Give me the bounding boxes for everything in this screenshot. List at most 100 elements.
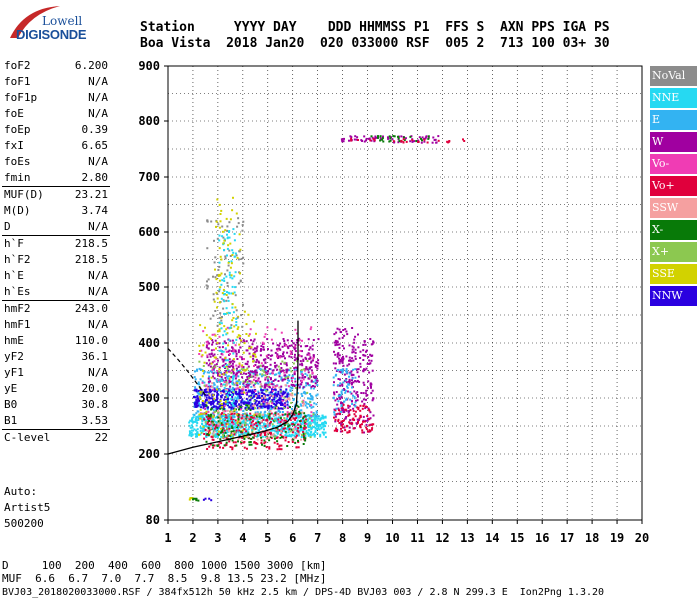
echo-point: [346, 364, 349, 367]
echo-point: [264, 388, 267, 391]
echo-point: [267, 370, 270, 373]
echo-point: [204, 428, 207, 431]
echo-point: [243, 358, 245, 361]
echo-point: [208, 336, 211, 339]
echo-point: [342, 140, 345, 143]
y-tick-label: 400: [138, 336, 160, 350]
echo-point: [351, 403, 354, 405]
echo-point: [343, 373, 346, 376]
echo-point: [307, 418, 310, 421]
echo-point: [319, 433, 322, 436]
echo-point: [283, 378, 286, 381]
echo-point: [241, 229, 244, 232]
echo-point: [306, 424, 309, 427]
echo-point: [261, 369, 264, 372]
echo-point: [251, 370, 254, 373]
x-tick-label: 8: [339, 531, 346, 545]
echo-point: [290, 401, 293, 404]
echo-point: [219, 356, 222, 359]
echo-point: [196, 405, 199, 408]
echo-point: [223, 238, 226, 241]
echo-point: [198, 405, 201, 408]
echo-point: [312, 418, 315, 421]
echo-point: [205, 362, 208, 365]
echo-point: [250, 416, 253, 418]
profile-extrapolation: [167, 348, 206, 396]
param-value: 36.1: [81, 350, 109, 363]
echo-point: [235, 375, 238, 378]
echo-point: [359, 423, 362, 426]
echo-point: [369, 338, 372, 340]
echo-point: [262, 405, 265, 408]
echo-point: [213, 360, 216, 363]
echo-point: [234, 400, 237, 403]
echo-point: [282, 338, 285, 340]
x-tick-label: 11: [410, 531, 424, 545]
echo-point: [234, 349, 237, 352]
echo-point: [289, 386, 292, 389]
echo-point: [312, 387, 315, 390]
echo-point: [223, 386, 226, 389]
echo-point: [301, 350, 303, 353]
echo-point: [220, 209, 223, 212]
echo-point: [234, 419, 237, 422]
echo-point: [233, 405, 236, 407]
echo-point: [369, 139, 372, 142]
echo-point: [278, 397, 281, 400]
echo-point: [216, 237, 219, 240]
echo-point: [238, 388, 241, 391]
echo-point: [286, 351, 289, 354]
echo-point: [297, 392, 300, 395]
echo-point: [266, 397, 269, 400]
echo-point: [250, 382, 253, 385]
echo-point: [214, 366, 217, 369]
echo-point: [255, 442, 257, 444]
echo-point: [205, 341, 208, 344]
echo-point: [214, 436, 217, 438]
echo-point: [370, 343, 373, 346]
echo-point: [223, 413, 225, 416]
echo-point: [300, 370, 303, 373]
echo-point: [354, 348, 357, 351]
echo-point: [302, 404, 304, 407]
echo-point: [218, 330, 221, 333]
echo-point: [281, 413, 284, 416]
echo-point: [276, 448, 279, 451]
echo-point: [273, 395, 276, 398]
echo-point: [231, 303, 234, 306]
echo-point: [241, 426, 244, 429]
echo-point: [241, 388, 244, 391]
echo-point: [203, 384, 206, 387]
echo-point: [202, 425, 205, 428]
echo-point: [218, 335, 221, 338]
echo-point: [351, 400, 353, 403]
echo-point: [250, 375, 253, 378]
echo-point: [371, 136, 374, 139]
echo-point: [216, 444, 219, 447]
echo-point: [320, 417, 323, 420]
echo-point: [291, 431, 294, 434]
echo-point: [200, 431, 203, 434]
echo-point: [308, 366, 311, 369]
echo-point: [298, 376, 301, 379]
echo-point: [248, 404, 251, 407]
echo-point: [387, 136, 389, 139]
echo-point: [300, 355, 303, 358]
echo-point: [210, 385, 212, 388]
echo-point: [243, 412, 246, 415]
echo-point: [250, 339, 252, 342]
echo-point: [243, 437, 246, 440]
echo-point: [254, 414, 257, 417]
echo-point: [289, 427, 292, 430]
echo-point: [222, 408, 225, 411]
echo-point: [316, 367, 319, 370]
echo-point: [192, 498, 194, 501]
echo-point: [206, 448, 209, 450]
echo-point: [240, 401, 243, 404]
echo-point: [242, 368, 245, 371]
echo-point: [293, 437, 296, 440]
echo-point: [196, 432, 199, 435]
echo-point: [195, 403, 198, 406]
echo-point: [249, 390, 252, 393]
echo-point: [223, 366, 226, 368]
